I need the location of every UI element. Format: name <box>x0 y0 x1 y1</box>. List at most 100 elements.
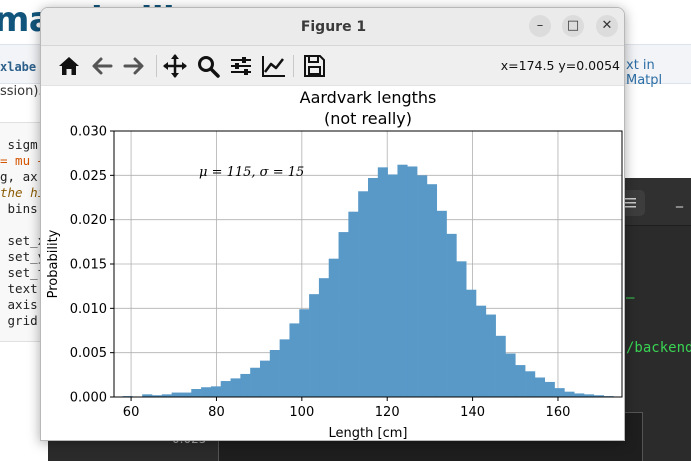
edit-axis-icon <box>262 56 285 77</box>
background-code-line: set_t <box>0 265 46 280</box>
histogram-bar <box>436 210 447 397</box>
background-code-line: = mu + <box>0 153 46 168</box>
histogram-bar <box>151 395 163 397</box>
home-icon <box>59 57 79 75</box>
histogram-bar <box>181 392 192 397</box>
configure-subplots-icon <box>231 57 251 75</box>
histogram-bar <box>525 371 536 397</box>
histogram-bar <box>358 191 369 397</box>
histogram-bar <box>328 258 339 397</box>
histogram-bar <box>407 166 418 397</box>
histogram-bar <box>466 289 477 397</box>
background-code-line: the hi <box>0 185 46 200</box>
figure-window: Figure 1 – □ ✕ <box>40 7 625 441</box>
background-code-line: set_y <box>0 249 46 264</box>
histogram-bar <box>495 335 506 397</box>
histogram-bar <box>201 387 212 397</box>
save-button[interactable] <box>299 51 329 81</box>
histogram-bar <box>387 174 398 397</box>
toolbar-separator <box>293 55 294 77</box>
configure-subplots-button[interactable] <box>226 51 256 81</box>
histogram-bar <box>574 393 585 397</box>
histogram-bar <box>456 261 467 397</box>
navigation-toolbar: x=174.5 y=0.0054 <box>41 46 624 86</box>
y-tick-label: 0.000 <box>70 391 107 406</box>
back-button[interactable] <box>87 51 117 81</box>
histogram-bar <box>220 381 231 397</box>
background-code-line: grid( <box>0 313 46 328</box>
histogram-bar <box>269 350 280 397</box>
background-code-line: sigm <box>0 137 38 152</box>
histogram-bar <box>289 323 300 397</box>
forward-arrow-icon <box>123 57 144 75</box>
histogram-bar <box>564 391 575 397</box>
histogram-bar <box>279 339 290 397</box>
histogram-bar <box>338 232 349 397</box>
axis-ticks: 60 80 100 120 140 160 0.000 0.005 0.010 0.015 0.02… <box>70 125 571 421</box>
pan-button[interactable] <box>160 51 190 81</box>
background-code-line: g, ax <box>0 169 38 184</box>
histogram-bar <box>171 392 182 397</box>
x-tick-label: 120 <box>375 405 400 420</box>
chart-title: Aardvark lengths <box>300 88 437 107</box>
terminal-green-dash: – <box>626 290 635 306</box>
close-button[interactable]: ✕ <box>596 15 618 37</box>
x-tick-label: 80 <box>208 405 225 420</box>
histogram-bars <box>122 164 614 397</box>
histogram-bar <box>554 388 565 397</box>
background-code-line: bins, <box>0 201 46 216</box>
background-code-line: axis( <box>0 297 46 312</box>
x-tick-label: 100 <box>289 405 314 420</box>
histogram-bar <box>534 377 546 397</box>
y-tick-label: 0.010 <box>70 302 107 317</box>
histogram-bar <box>377 167 388 397</box>
histogram-bar <box>210 386 222 397</box>
forward-button[interactable] <box>119 51 149 81</box>
histogram-bar <box>584 394 595 397</box>
x-axis-label: Length [cm] <box>329 426 408 441</box>
cursor-coordinates: x=174.5 y=0.0054 <box>500 58 620 73</box>
y-tick-label: 0.030 <box>70 125 107 140</box>
histogram-bar <box>505 353 516 397</box>
figure-canvas[interactable]: Aardvark lengths (not really) 60 80 100 120… <box>41 86 625 441</box>
window-titlebar[interactable]: Figure 1 – □ ✕ <box>41 8 624 46</box>
y-tick-label: 0.020 <box>70 213 107 228</box>
back-arrow-icon <box>92 57 113 75</box>
zoom-button[interactable] <box>193 51 223 81</box>
histogram-bar <box>191 389 202 397</box>
histogram-bar <box>250 367 261 397</box>
histogram-bar <box>485 314 496 397</box>
histogram-bar <box>397 164 408 397</box>
minimize-button[interactable]: – <box>529 15 551 37</box>
background-link[interactable]: xt in Matpl <box>626 58 663 88</box>
maximize-button[interactable]: □ <box>562 15 584 37</box>
histogram-bar <box>446 233 457 397</box>
chart-subtitle: (not really) <box>324 109 412 128</box>
background-code-xlabel: xlabe <box>0 60 37 74</box>
histogram-bar <box>593 395 604 397</box>
histogram-bar <box>299 309 310 397</box>
histogram-bar <box>515 365 526 397</box>
edit-axis-button[interactable] <box>259 51 289 81</box>
window-title: Figure 1 <box>300 19 367 35</box>
histogram-bar <box>230 378 241 397</box>
histogram-bar <box>259 360 271 397</box>
pan-move-icon <box>163 54 187 78</box>
terminal-minimize-button[interactable]: _ <box>676 192 683 208</box>
background-code-line: text( <box>0 281 46 296</box>
histogram-bar <box>348 211 359 397</box>
histogram-bar <box>426 184 438 397</box>
histogram-bar <box>309 294 320 397</box>
x-tick-label: 60 <box>123 405 140 420</box>
hamburger-icon <box>624 198 636 208</box>
histogram-bar <box>240 373 251 397</box>
zoom-magnifier-icon <box>198 56 220 78</box>
y-tick-label: 0.005 <box>70 346 107 361</box>
y-tick-label: 0.025 <box>70 169 107 184</box>
histogram-bar <box>368 177 379 397</box>
histogram-plot[interactable]: Aardvark lengths (not really) 60 80 100 120… <box>41 86 625 441</box>
histogram-bar <box>476 305 487 397</box>
home-button[interactable] <box>54 51 84 81</box>
histogram-bar <box>544 381 555 397</box>
